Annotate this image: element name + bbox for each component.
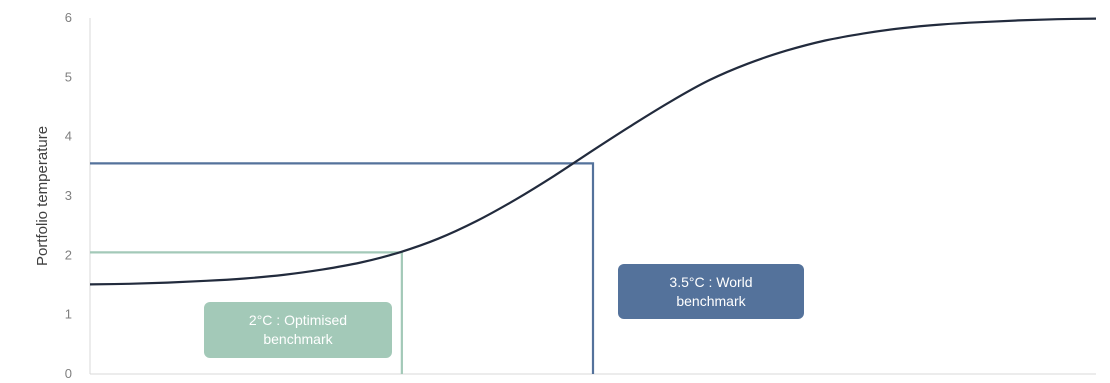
y-axis-title: Portfolio temperature	[34, 126, 51, 266]
annotation-background	[204, 302, 392, 358]
y-tick-label: 1	[65, 307, 72, 322]
y-tick-label: 3	[65, 188, 72, 203]
y-axis-ticks: 0 1 2 3 4 5 6	[65, 10, 72, 381]
y-tick-label: 5	[65, 69, 72, 84]
temperature-curve	[89, 17, 1097, 286]
annotation-line-1: 2°C : Optimised	[249, 312, 347, 328]
reference-line	[90, 162, 595, 374]
annotation-background	[618, 264, 804, 319]
annotation-line-1: 3.5°C : World	[669, 274, 752, 290]
annotation-box: 2°C : Optimised benchmark	[204, 302, 392, 358]
y-tick-label: 2	[65, 247, 72, 262]
y-tick-label: 0	[65, 366, 72, 378]
y-tick-label: 6	[65, 10, 72, 25]
annotation-line-2: benchmark	[263, 331, 333, 347]
annotation-box: 3.5°C : World benchmark	[618, 264, 804, 319]
y-tick-label: 4	[65, 129, 72, 144]
annotation-line-2: benchmark	[676, 293, 746, 309]
annotations: 2°C : Optimised benchmark 3.5°C : World ben…	[204, 264, 804, 358]
